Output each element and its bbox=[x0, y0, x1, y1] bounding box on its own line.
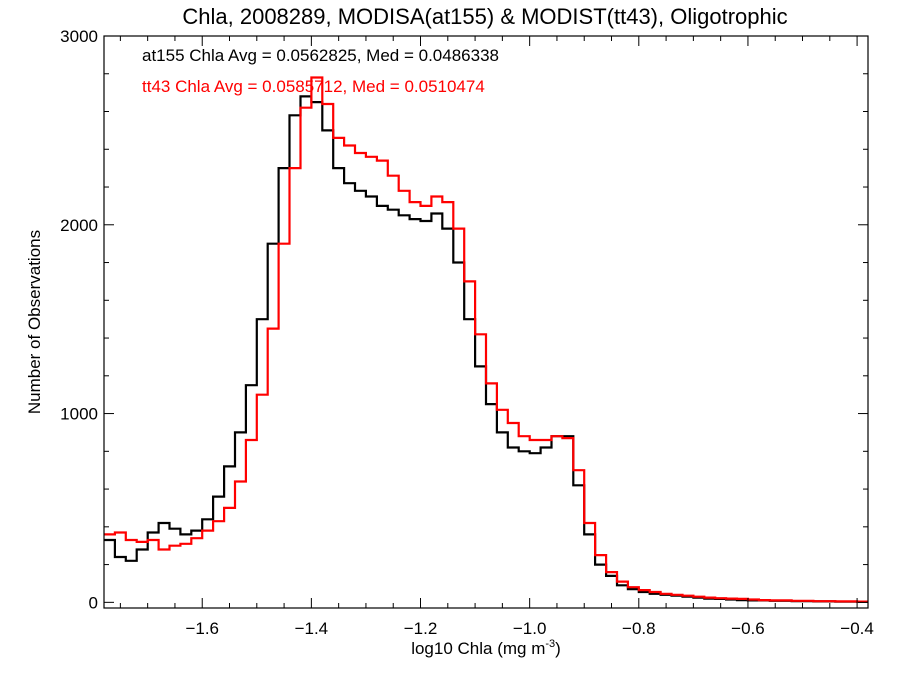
chart-title: Chla, 2008289, MODISA(at155) & MODIST(tt… bbox=[182, 4, 787, 29]
x-tick-label: −0.4 bbox=[840, 619, 874, 638]
x-tick-label: −1.6 bbox=[185, 619, 219, 638]
x-axis-label-close: ) bbox=[555, 639, 561, 658]
plot-area: −1.6 −1.4 −1.2 −1.0 −0.8 −0.6 −0.4 0 1000 2000 30… bbox=[60, 27, 874, 638]
series-layer bbox=[104, 76, 868, 603]
x-tick-label: −1.0 bbox=[513, 619, 547, 638]
x-tick-label: −1.4 bbox=[295, 619, 329, 638]
x-axis-label-text: log10 Chla (mg m bbox=[411, 639, 545, 658]
x-axis-label-superscript: -3 bbox=[545, 638, 555, 650]
x-tick-label: −1.2 bbox=[404, 619, 438, 638]
x-axis-ticks: −1.6 −1.4 −1.2 −1.0 −0.8 −0.6 −0.4 bbox=[119, 36, 874, 638]
annotation-at155-stats: at155 Chla Avg = 0.0562825, Med = 0.0486… bbox=[142, 46, 499, 65]
y-axis-label: Number of Observations bbox=[25, 230, 44, 414]
y-tick-label: 1000 bbox=[60, 405, 98, 424]
x-tick-label: −0.8 bbox=[622, 619, 656, 638]
x-tick-label: −0.6 bbox=[731, 619, 765, 638]
y-tick-label: 2000 bbox=[60, 216, 98, 235]
plot-frame bbox=[103, 35, 869, 609]
annotation-tt43-stats: tt43 Chla Avg = 0.0585712, Med = 0.05104… bbox=[142, 77, 485, 96]
y-tick-label: 0 bbox=[89, 593, 98, 612]
y-tick-label: 3000 bbox=[60, 27, 98, 46]
series-line-1 bbox=[104, 76, 868, 603]
x-axis-label: log10 Chla (mg m-3) bbox=[411, 638, 561, 658]
y-axis-ticks: 0 1000 2000 3000 bbox=[60, 27, 868, 612]
